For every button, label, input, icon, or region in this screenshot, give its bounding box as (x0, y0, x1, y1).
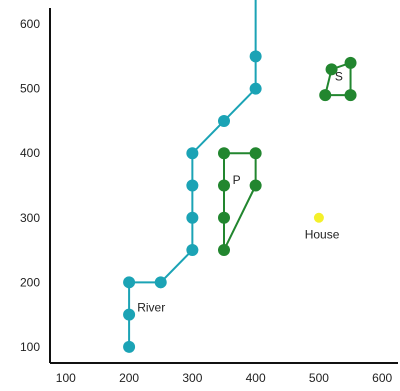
x-tick-label: 500 (309, 371, 329, 385)
p-point (218, 244, 230, 257)
river-point (186, 244, 199, 257)
s-point (319, 89, 332, 102)
annotations: River P S House (137, 69, 343, 314)
series-points (123, 50, 357, 353)
river-point (123, 340, 136, 353)
tick-labels: 100 200 300 400 500 600 100 200 300 400 500 600 (20, 17, 393, 385)
s-point (344, 56, 357, 69)
x-tick-label: 400 (246, 371, 266, 385)
p-label: P (233, 173, 241, 187)
house-point (313, 212, 324, 223)
river-point (218, 114, 230, 127)
y-tick-label: 500 (20, 82, 40, 96)
y-tick-label: 100 (20, 340, 40, 354)
y-tick-label: 400 (20, 146, 40, 160)
river-point (154, 276, 167, 289)
house-label: House (305, 227, 340, 241)
river-point (249, 82, 262, 95)
x-tick-label: 100 (56, 371, 76, 385)
shape-p-outline (223, 152, 257, 251)
s-point (325, 63, 338, 76)
p-point (218, 179, 230, 192)
river-point (123, 308, 136, 321)
p-point (249, 179, 262, 192)
x-tick-label: 300 (182, 371, 202, 385)
river-label: River (137, 300, 165, 314)
river-point (249, 50, 262, 63)
s-point (344, 89, 357, 102)
river-point (186, 179, 199, 192)
p-point (249, 147, 262, 160)
river-point (186, 211, 199, 224)
river-point (123, 276, 136, 289)
x-tick-label: 600 (372, 371, 392, 385)
y-tick-label: 300 (20, 211, 40, 225)
p-point (218, 211, 230, 224)
s-label: S (335, 69, 343, 83)
p-point (218, 147, 230, 160)
y-tick-label: 600 (20, 17, 40, 31)
y-tick-label: 200 (20, 275, 40, 289)
river-point (186, 147, 199, 160)
x-tick-label: 200 (119, 371, 139, 385)
axes (49, 8, 398, 364)
